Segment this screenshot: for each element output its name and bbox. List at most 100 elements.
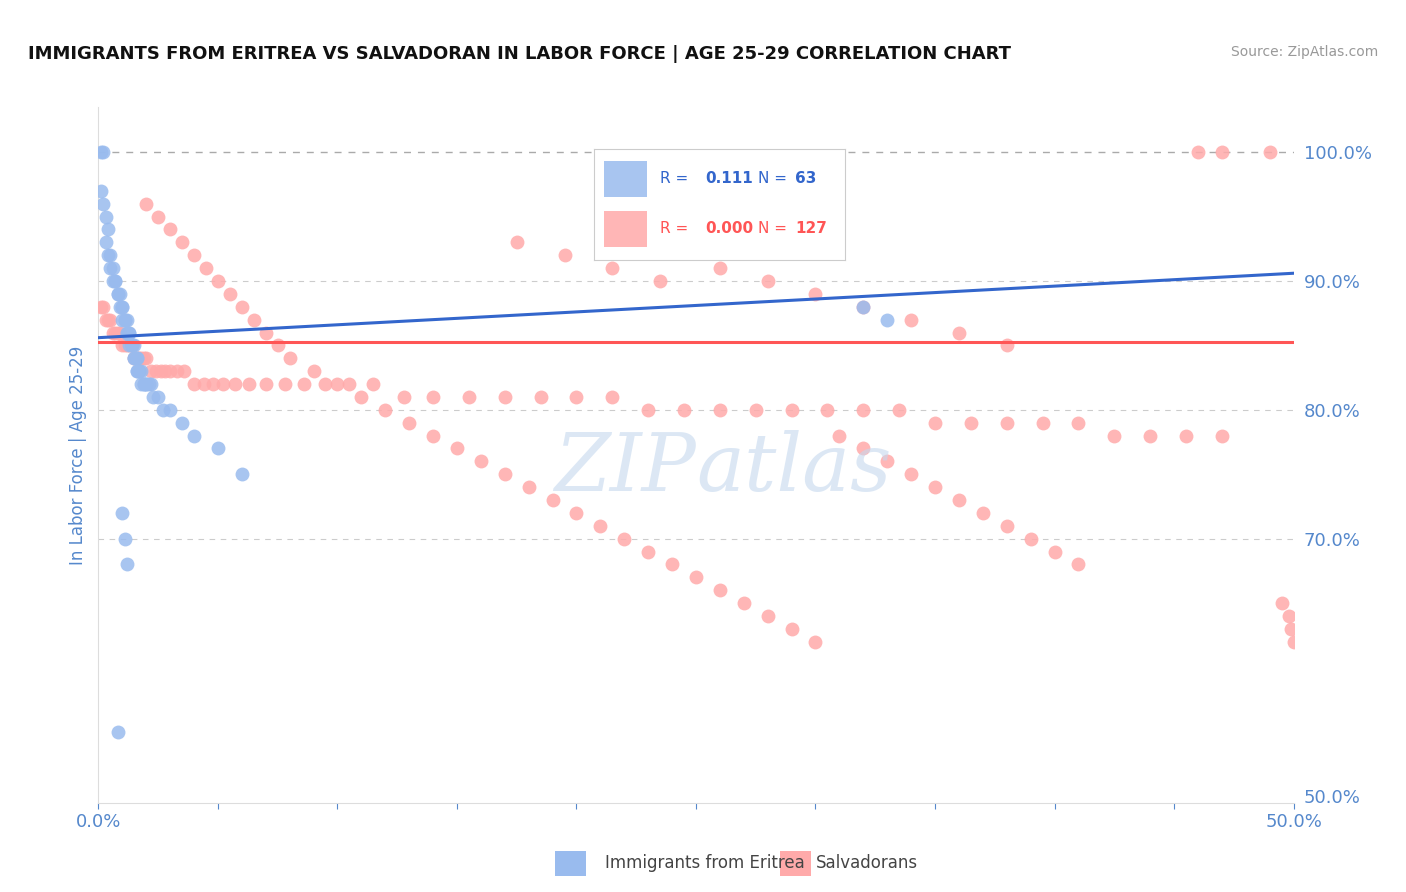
Bar (605, 161, 647, 196)
Point (1282, 634, 1305, 648)
Point (152, 402, 174, 417)
Text: N =: N = (758, 221, 786, 236)
Point (138, 377, 160, 392)
Point (1043, 544, 1066, 558)
Point (124, 351, 146, 366)
Point (111, 338, 134, 352)
Point (458, 390, 481, 404)
Point (202, 377, 225, 392)
Point (565, 506, 588, 520)
Point (602, 261, 624, 276)
Point (589, 518, 612, 533)
Point (118, 326, 141, 340)
Point (104, 274, 127, 288)
Point (709, 583, 731, 598)
Point (97, 312, 120, 326)
Point (121, 338, 143, 352)
Point (350, 390, 373, 404)
Point (114, 312, 136, 326)
Point (238, 377, 260, 392)
Point (446, 442, 468, 456)
Point (231, 467, 253, 482)
Point (132, 351, 155, 366)
Point (145, 364, 167, 378)
Point (114, 312, 136, 326)
Point (118, 338, 141, 352)
Point (132, 377, 155, 392)
Bar (605, 211, 647, 247)
Text: R =: R = (659, 221, 688, 236)
Point (1139, 428, 1161, 442)
Point (530, 390, 553, 404)
Point (302, 364, 325, 378)
Point (159, 402, 181, 417)
Point (111, 506, 134, 520)
Point (101, 274, 124, 288)
Point (90, 300, 112, 314)
Text: atlas: atlas (696, 430, 891, 508)
Point (149, 364, 172, 378)
Point (91, 196, 114, 211)
Point (219, 286, 242, 301)
Point (121, 338, 143, 352)
Point (101, 261, 124, 276)
Point (613, 532, 636, 546)
Point (924, 480, 946, 494)
Point (125, 351, 148, 366)
Point (972, 506, 994, 520)
Point (115, 326, 138, 340)
Point (326, 377, 349, 392)
Point (267, 338, 290, 352)
Text: ZIP: ZIP (554, 430, 696, 508)
Point (315, 377, 337, 392)
Point (828, 428, 851, 442)
Point (541, 493, 564, 508)
Point (1175, 428, 1198, 442)
Point (107, 725, 129, 739)
Point (173, 364, 195, 378)
Point (121, 338, 143, 352)
Point (1258, 145, 1281, 160)
Point (422, 390, 444, 404)
Point (195, 261, 218, 276)
Point (128, 364, 150, 378)
Point (121, 338, 143, 352)
Point (224, 377, 246, 392)
Point (207, 442, 229, 456)
Point (101, 326, 124, 340)
Point (804, 634, 827, 648)
Point (94, 235, 117, 250)
Point (733, 596, 755, 610)
Point (139, 377, 162, 392)
Point (709, 261, 731, 276)
Point (91, 145, 114, 160)
Point (254, 326, 277, 340)
Point (159, 364, 181, 378)
Point (924, 416, 946, 430)
Point (115, 326, 138, 340)
Point (108, 326, 131, 340)
Point (602, 390, 624, 404)
Point (107, 326, 129, 340)
Point (118, 326, 141, 340)
Point (166, 364, 188, 378)
Point (398, 416, 420, 430)
Point (1211, 145, 1233, 160)
Point (128, 351, 150, 366)
Text: Immigrants from Eritrea: Immigrants from Eritrea (605, 855, 804, 872)
Point (97, 222, 120, 236)
Point (183, 377, 205, 392)
Point (1067, 416, 1090, 430)
Point (135, 377, 157, 392)
Point (1032, 416, 1054, 430)
Point (876, 312, 898, 326)
Point (995, 338, 1018, 352)
Point (637, 544, 659, 558)
Point (183, 428, 205, 442)
Point (756, 609, 779, 624)
Point (135, 351, 157, 366)
Point (554, 248, 576, 262)
Point (111, 312, 134, 326)
Point (673, 402, 696, 417)
Point (183, 248, 205, 262)
